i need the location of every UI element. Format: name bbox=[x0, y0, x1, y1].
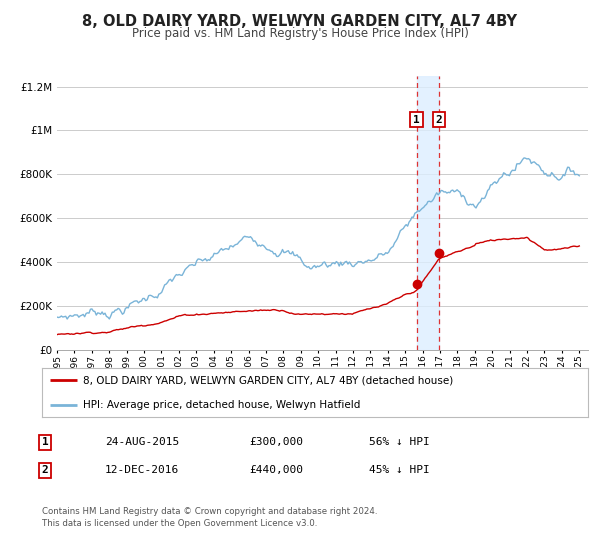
Text: £300,000: £300,000 bbox=[249, 437, 303, 447]
Text: 1: 1 bbox=[413, 114, 420, 124]
Text: 12-DEC-2016: 12-DEC-2016 bbox=[105, 465, 179, 475]
Text: 8, OLD DAIRY YARD, WELWYN GARDEN CITY, AL7 4BY (detached house): 8, OLD DAIRY YARD, WELWYN GARDEN CITY, A… bbox=[83, 375, 453, 385]
Text: 2: 2 bbox=[41, 465, 49, 475]
Text: 2: 2 bbox=[436, 114, 443, 124]
Text: Price paid vs. HM Land Registry's House Price Index (HPI): Price paid vs. HM Land Registry's House … bbox=[131, 27, 469, 40]
Text: 45% ↓ HPI: 45% ↓ HPI bbox=[369, 465, 430, 475]
Text: 24-AUG-2015: 24-AUG-2015 bbox=[105, 437, 179, 447]
Bar bbox=[416, 76, 439, 350]
Text: HPI: Average price, detached house, Welwyn Hatfield: HPI: Average price, detached house, Welw… bbox=[83, 400, 361, 410]
Text: Contains HM Land Registry data © Crown copyright and database right 2024.
This d: Contains HM Land Registry data © Crown c… bbox=[42, 507, 377, 528]
Text: 8, OLD DAIRY YARD, WELWYN GARDEN CITY, AL7 4BY: 8, OLD DAIRY YARD, WELWYN GARDEN CITY, A… bbox=[83, 14, 517, 29]
Text: 56% ↓ HPI: 56% ↓ HPI bbox=[369, 437, 430, 447]
Text: 1: 1 bbox=[41, 437, 49, 447]
Text: £440,000: £440,000 bbox=[249, 465, 303, 475]
